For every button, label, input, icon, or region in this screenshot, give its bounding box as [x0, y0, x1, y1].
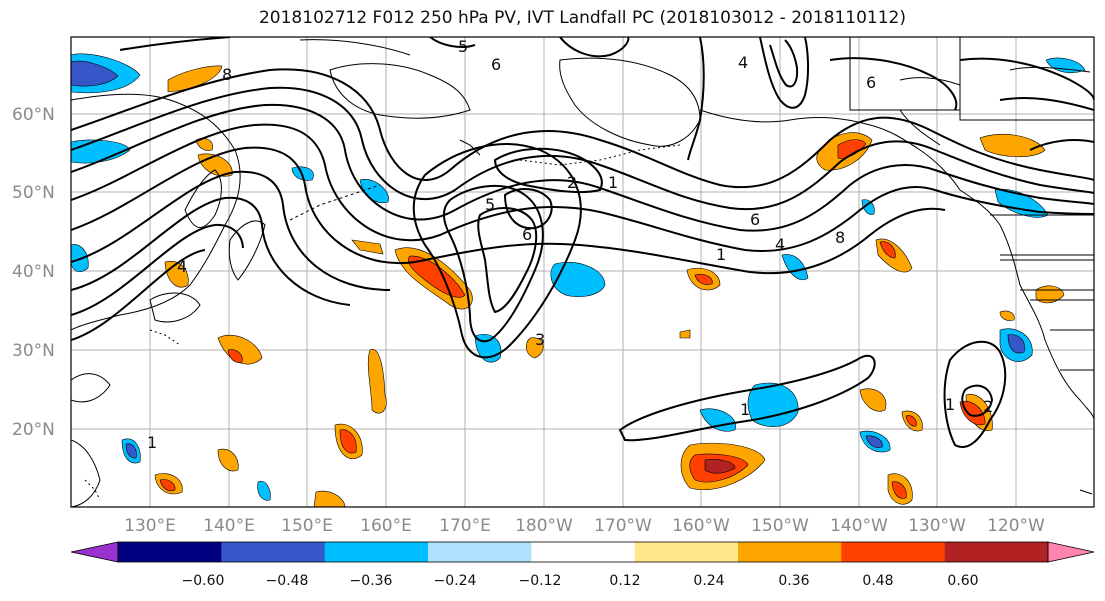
contour-label: 5: [458, 37, 468, 56]
colorbar-cell: [841, 542, 946, 562]
contour-labels: 6 4 5 8 2 1 6 5 4 6 8 1 1 3 1 1 6 4 2: [147, 37, 993, 452]
colorbar: −0.60 −0.48 −0.36 −0.24 −0.12 0.12 0.24 …: [70, 541, 1095, 589]
contour-label: 1: [716, 245, 726, 264]
colorbar-cells: [70, 541, 1095, 563]
lon-label: 150°W: [751, 516, 809, 536]
colorbar-tick-label: −0.48: [266, 573, 309, 589]
colorbar-tick-label: 0.60: [947, 573, 978, 589]
lat-label: 30°N: [12, 341, 55, 361]
colorbar-tick-label: 0.36: [778, 573, 809, 589]
contour-label: 1: [740, 400, 750, 419]
colorbar-tick-label: −0.12: [519, 573, 562, 589]
contour-label: 4: [738, 53, 748, 72]
colorbar-tick-label: 0.48: [862, 573, 893, 589]
contour-label: 2: [983, 397, 993, 416]
coastlines: [71, 37, 1094, 507]
contour-label: 8: [222, 65, 232, 84]
contour-label: 3: [535, 330, 545, 349]
contour-label: 6: [491, 55, 501, 74]
colorbar-ticks: −0.60 −0.48 −0.36 −0.24 −0.12 0.12 0.24 …: [182, 573, 979, 589]
contour-label: 4: [775, 235, 785, 254]
colorbar-tick-label: 0.12: [609, 573, 640, 589]
colorbar-cell: [324, 542, 429, 562]
lon-label: 140°W: [830, 516, 888, 536]
contour-label: 4: [177, 257, 187, 276]
lat-label: 20°N: [12, 420, 55, 440]
lon-labels: 130°E 140°E 150°E 160°E 170°E 180°W 170°…: [124, 516, 1045, 536]
lon-label: 170°W: [594, 516, 652, 536]
map-title: 2018102712 F012 250 hPa PV, IVT Landfall…: [258, 8, 906, 28]
colorbar-cell: [428, 542, 532, 562]
lat-label: 50°N: [12, 183, 55, 203]
contour-label: 1: [147, 433, 157, 452]
lon-label: 150°E: [281, 516, 333, 536]
colorbar-frame: [117, 541, 1049, 563]
contour-label: 5: [485, 195, 495, 214]
contour-label: 1: [945, 395, 955, 414]
colorbar-tick-label: −0.36: [350, 573, 393, 589]
lon-label: 170°E: [439, 516, 491, 536]
contour-label: 1: [608, 173, 618, 192]
lat-label: 60°N: [12, 105, 55, 125]
colorbar-cell: [944, 542, 1049, 562]
lon-label: 140°E: [203, 516, 255, 536]
contour-label: 6: [866, 73, 876, 92]
pv-contours: [71, 37, 1094, 448]
colorbar-cell: [738, 542, 842, 562]
colorbar-cell: [221, 542, 326, 562]
lon-label: 180°W: [515, 516, 573, 536]
lat-labels: 60°N 50°N 40°N 30°N 20°N: [12, 105, 55, 440]
colorbar-tick-label: −0.60: [182, 573, 225, 589]
lat-label: 40°N: [12, 262, 55, 282]
lon-label: 130°W: [908, 516, 966, 536]
lon-label: 120°W: [987, 516, 1045, 536]
lon-label: 130°E: [124, 516, 176, 536]
colorbar-cell: [118, 542, 222, 562]
map-border: [70, 36, 1095, 508]
lon-label: 160°E: [360, 516, 412, 536]
contour-label: 6: [522, 225, 532, 244]
map-panel: 6 4 5 8 2 1 6 5 4 6 8 1 1 3 1 1 6 4 2: [70, 36, 1095, 508]
colorbar-tick-label: 0.24: [693, 573, 724, 589]
contour-label: 2: [567, 173, 577, 192]
lon-label: 160°W: [672, 516, 730, 536]
contour-label: 6: [750, 210, 760, 229]
colorbar-tick-label: −0.24: [434, 573, 477, 589]
colorbar-cell: [531, 542, 636, 562]
colorbar-cell: [634, 542, 739, 562]
colorbar-extend-max: [1047, 541, 1095, 563]
contour-label: 8: [835, 228, 845, 247]
colorbar-extend-min: [70, 541, 119, 563]
